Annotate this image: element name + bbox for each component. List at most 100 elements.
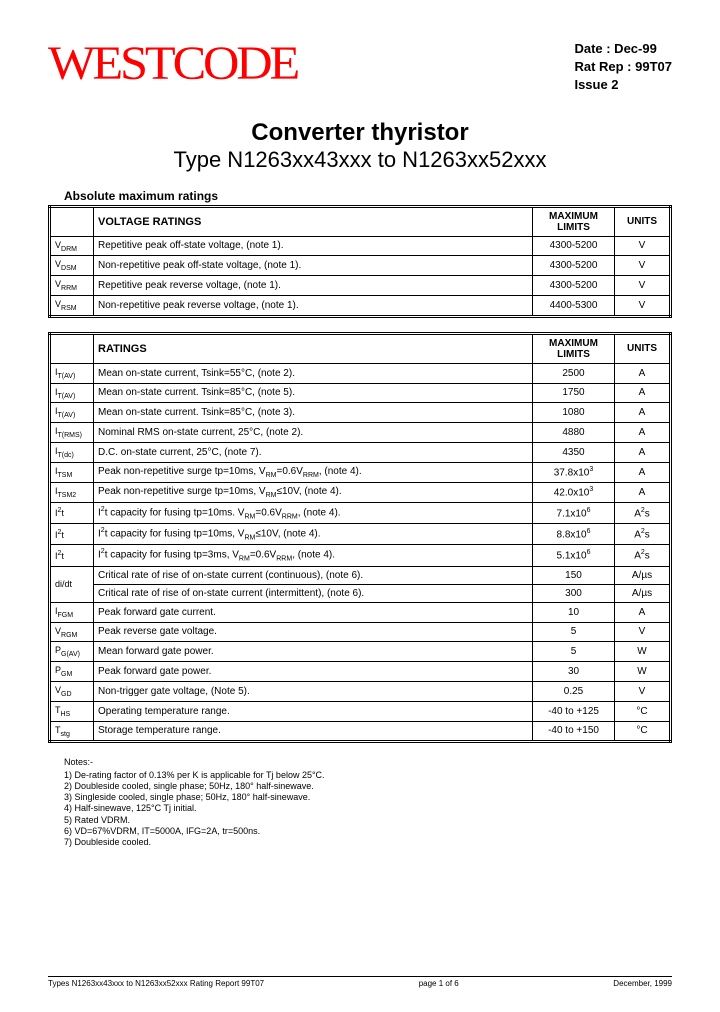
table-row: IT(AV)Mean on-state current, Tsink=55°C,… [50, 363, 671, 383]
table-row: IT(dc)D.C. on-state current, 25°C, (note… [50, 442, 671, 462]
limit-cell: -40 to +125 [533, 701, 615, 721]
description-cell: Non-repetitive peak off-state voltage, (… [94, 256, 533, 276]
meta-date: Date : Dec-99 [574, 40, 672, 58]
unit-cell: A [615, 602, 671, 622]
column-header: UNITS [615, 333, 671, 363]
limit-cell: 10 [533, 602, 615, 622]
limit-cell: 4350 [533, 442, 615, 462]
symbol-cell: IT(AV) [50, 403, 94, 423]
title-block: Converter thyristor Type N1263xx43xxx to… [48, 119, 672, 173]
description-cell: I2t capacity for fusing tp=10ms, VRM≤10V… [94, 524, 533, 545]
table-row: di/dtCritical rate of rise of on-state c… [50, 566, 671, 584]
unit-cell: A [615, 442, 671, 462]
table-row: I2tI2t capacity for fusing tp=10ms, VRM≤… [50, 524, 671, 545]
column-header [50, 206, 94, 236]
symbol-cell: Tstg [50, 721, 94, 742]
unit-cell: A/µs [615, 566, 671, 584]
note-item: 1) De-rating factor of 0.13% per K is ap… [64, 770, 672, 781]
table-row: IT(AV)Mean on-state current. Tsink=85°C,… [50, 403, 671, 423]
limit-cell: 4300-5200 [533, 256, 615, 276]
table-row: VGDNon-trigger gate voltage, (Note 5).0.… [50, 681, 671, 701]
meta-rat-rep: Rat Rep : 99T07 [574, 58, 672, 76]
ratings-table: RATINGSMAXIMUM LIMITSUNITS IT(AV)Mean on… [48, 332, 672, 744]
unit-cell: W [615, 662, 671, 682]
doc-meta: Date : Dec-99 Rat Rep : 99T07 Issue 2 [574, 40, 672, 95]
limit-cell: 4300-5200 [533, 236, 615, 256]
symbol-cell: PG(AV) [50, 642, 94, 662]
header: WESTCODE Date : Dec-99 Rat Rep : 99T07 I… [48, 40, 672, 95]
footer-center: page 1 of 6 [419, 979, 459, 988]
column-header: UNITS [615, 206, 671, 236]
description-cell: D.C. on-state current, 25°C, (note 7). [94, 442, 533, 462]
symbol-cell: THS [50, 701, 94, 721]
description-cell: Operating temperature range. [94, 701, 533, 721]
unit-cell: A2s [615, 502, 671, 523]
column-header: MAXIMUM LIMITS [533, 206, 615, 236]
limit-cell: 5 [533, 622, 615, 642]
symbol-cell: VRGM [50, 622, 94, 642]
limit-cell: 37.8x103 [533, 462, 615, 482]
symbol-cell: VGD [50, 681, 94, 701]
voltage-ratings-table: VOLTAGE RATINGSMAXIMUM LIMITSUNITS VDRMR… [48, 205, 672, 318]
symbol-cell: IFGM [50, 602, 94, 622]
limit-cell: 42.0x103 [533, 482, 615, 502]
footer-left: Types N1263xx43xxx to N1263xx52xxx Ratin… [48, 979, 264, 988]
unit-cell: A [615, 482, 671, 502]
note-item: 5) Rated VDRM. [64, 815, 672, 826]
title-sub: Type N1263xx43xxx to N1263xx52xxx [48, 147, 672, 173]
symbol-cell: IT(dc) [50, 442, 94, 462]
table-row: VRGMPeak reverse gate voltage.5V [50, 622, 671, 642]
notes-title: Notes:- [64, 757, 672, 768]
description-cell: Repetitive peak off-state voltage, (note… [94, 236, 533, 256]
symbol-cell: IT(AV) [50, 383, 94, 403]
table-row: IFGMPeak forward gate current.10A [50, 602, 671, 622]
unit-cell: A [615, 403, 671, 423]
table-row: I2tI2t capacity for fusing tp=10ms. VRM=… [50, 502, 671, 523]
unit-cell: °C [615, 701, 671, 721]
unit-cell: V [615, 622, 671, 642]
description-cell: Peak non-repetitive surge tp=10ms, VRM≤1… [94, 482, 533, 502]
limit-cell: 4300-5200 [533, 276, 615, 296]
table-row: PG(AV)Mean forward gate power.5W [50, 642, 671, 662]
note-item: 7) Doubleside cooled. [64, 837, 672, 848]
note-item: 2) Doubleside cooled, single phase; 50Hz… [64, 781, 672, 792]
description-cell: Critical rate of rise of on-state curren… [94, 584, 533, 602]
unit-cell: A [615, 383, 671, 403]
description-cell: Non-trigger gate voltage, (Note 5). [94, 681, 533, 701]
description-cell: Peak reverse gate voltage. [94, 622, 533, 642]
section-label-ratings: Absolute maximum ratings [64, 189, 672, 203]
limit-cell: 1750 [533, 383, 615, 403]
symbol-cell: VRRM [50, 276, 94, 296]
unit-cell: W [615, 642, 671, 662]
column-header: VOLTAGE RATINGS [94, 206, 533, 236]
symbol-cell: di/dt [50, 566, 94, 602]
symbol-cell: I2t [50, 545, 94, 566]
note-item: 6) VD=67%VDRM, IT=5000A, IFG=2A, tr=500n… [64, 826, 672, 837]
description-cell: Mean on-state current, Tsink=55°C, (note… [94, 363, 533, 383]
footer-right: December, 1999 [613, 979, 672, 988]
description-cell: Critical rate of rise of on-state curren… [94, 566, 533, 584]
limit-cell: 30 [533, 662, 615, 682]
table-row: THSOperating temperature range.-40 to +1… [50, 701, 671, 721]
note-item: 3) Singleside cooled, single phase; 50Hz… [64, 792, 672, 803]
column-header: MAXIMUM LIMITS [533, 333, 615, 363]
notes-block: Notes:- 1) De-rating factor of 0.13% per… [64, 757, 672, 848]
table-row: VRRMRepetitive peak reverse voltage, (no… [50, 276, 671, 296]
symbol-cell: PGM [50, 662, 94, 682]
description-cell: I2t capacity for fusing tp=10ms. VRM=0.6… [94, 502, 533, 523]
limit-cell: 2500 [533, 363, 615, 383]
description-cell: Peak forward gate current. [94, 602, 533, 622]
symbol-cell: IT(AV) [50, 363, 94, 383]
symbol-cell: ITSM [50, 462, 94, 482]
symbol-cell: VDRM [50, 236, 94, 256]
unit-cell: A2s [615, 545, 671, 566]
table-row: TstgStorage temperature range.-40 to +15… [50, 721, 671, 742]
description-cell: Repetitive peak reverse voltage, (note 1… [94, 276, 533, 296]
limit-cell: -40 to +150 [533, 721, 615, 742]
title-main: Converter thyristor [48, 119, 672, 147]
description-cell: Peak forward gate power. [94, 662, 533, 682]
unit-cell: V [615, 276, 671, 296]
table-row: IT(RMS)Nominal RMS on-state current, 25°… [50, 423, 671, 443]
unit-cell: A [615, 423, 671, 443]
description-cell: Storage temperature range. [94, 721, 533, 742]
